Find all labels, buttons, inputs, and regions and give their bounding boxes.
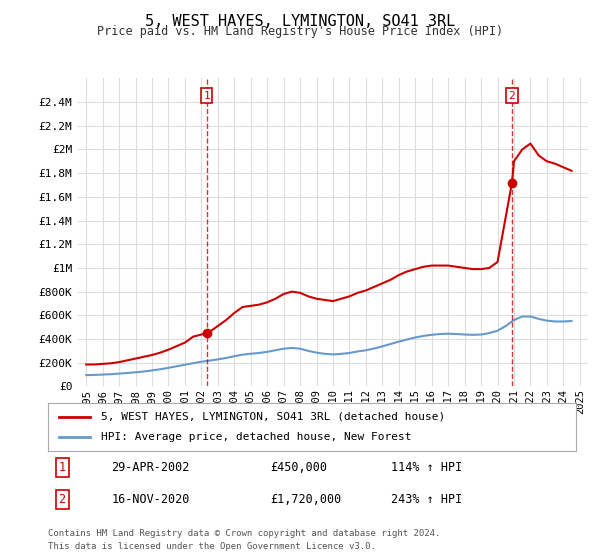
Text: 2: 2: [509, 91, 515, 101]
Text: This data is licensed under the Open Government Licence v3.0.: This data is licensed under the Open Gov…: [48, 542, 376, 551]
Text: Price paid vs. HM Land Registry's House Price Index (HPI): Price paid vs. HM Land Registry's House …: [97, 25, 503, 38]
Text: 16-NOV-2020: 16-NOV-2020: [112, 493, 190, 506]
Text: Contains HM Land Registry data © Crown copyright and database right 2024.: Contains HM Land Registry data © Crown c…: [48, 529, 440, 538]
Text: £1,720,000: £1,720,000: [270, 493, 341, 506]
Text: 1: 1: [203, 91, 210, 101]
Text: 114% ↑ HPI: 114% ↑ HPI: [391, 461, 463, 474]
Text: £450,000: £450,000: [270, 461, 327, 474]
Text: 1: 1: [59, 461, 65, 474]
Text: 29-APR-2002: 29-APR-2002: [112, 461, 190, 474]
Text: 5, WEST HAYES, LYMINGTON, SO41 3RL (detached house): 5, WEST HAYES, LYMINGTON, SO41 3RL (deta…: [101, 412, 445, 422]
Text: 2: 2: [59, 493, 65, 506]
Text: 5, WEST HAYES, LYMINGTON, SO41 3RL: 5, WEST HAYES, LYMINGTON, SO41 3RL: [145, 14, 455, 29]
Text: 243% ↑ HPI: 243% ↑ HPI: [391, 493, 463, 506]
Text: HPI: Average price, detached house, New Forest: HPI: Average price, detached house, New …: [101, 432, 412, 442]
